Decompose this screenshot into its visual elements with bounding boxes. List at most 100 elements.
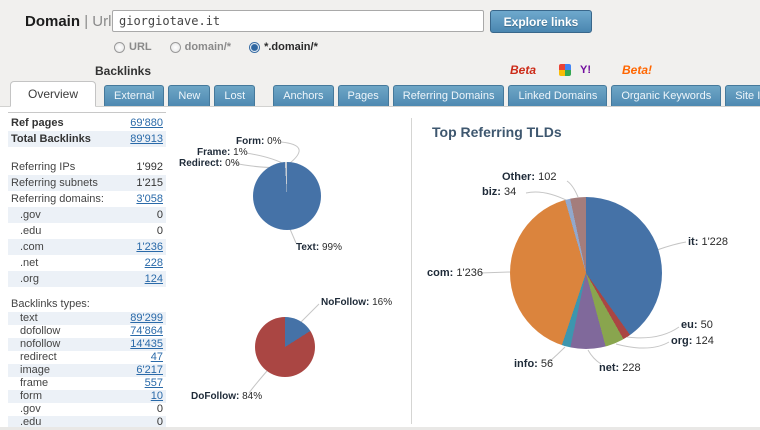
backlinks-section-label: Backlinks	[95, 64, 152, 78]
stat-value-link[interactable]: 89'299	[130, 312, 163, 324]
pie-label-other: Other: 102	[502, 171, 557, 183]
tab-referring-domains[interactable]: Referring Domains	[392, 85, 505, 106]
stat-value-link[interactable]: 557	[144, 377, 163, 389]
radio-domain-label: domain/*	[184, 41, 232, 53]
stat-value-link[interactable]: 74'864	[130, 325, 163, 337]
pie-label-frame: Frame: 1%	[197, 147, 248, 158]
tab-bar: Overview External New Lost Anchors Pages…	[0, 81, 760, 107]
tab-lost[interactable]: Lost	[214, 85, 256, 106]
stat-label: .com	[20, 241, 44, 253]
table-row: dofollow 74'864	[8, 325, 166, 338]
tab-organic-keywords[interactable]: Organic Keywords	[611, 85, 722, 106]
tld-pie[interactable]	[510, 197, 662, 349]
table-row: frame 557	[8, 377, 166, 390]
stat-label: .edu	[20, 416, 42, 428]
stat-label: frame	[20, 377, 49, 389]
table-row: .net 228	[8, 255, 166, 271]
radio-domain-icon[interactable]	[169, 41, 181, 53]
google-icon	[559, 64, 572, 76]
table-row: Referring IPs 1'992	[8, 159, 166, 175]
stat-label: Referring domains:	[11, 193, 104, 205]
stat-label: form	[20, 390, 42, 402]
beta-badge-right: Beta!	[622, 63, 653, 77]
totals-section: Ref pages 69'880 Total Backlinks 89'913	[8, 112, 166, 147]
tab-overview[interactable]: Overview	[10, 81, 97, 107]
referring-section: Referring IPs 1'992 Referring subnets 1'…	[8, 159, 166, 287]
beta-badges: Beta Y! Beta!	[510, 63, 652, 77]
pie-label-com: com: 1'236	[427, 267, 483, 279]
stat-value: 0	[156, 225, 163, 237]
scope-radio-group: URL domain/* *.domain/*	[114, 41, 318, 53]
stat-value-link[interactable]: 3'058	[136, 193, 163, 205]
table-row: .gov 0	[8, 207, 166, 223]
stat-value-link[interactable]: 89'913	[130, 133, 163, 145]
pie-label-nofollow: NoFollow: 16%	[321, 297, 393, 308]
tab-site-issues[interactable]: Site Issues	[725, 85, 760, 106]
radio-url-icon[interactable]	[114, 41, 125, 53]
stat-value-link[interactable]: 124	[144, 273, 163, 285]
stat-value: 0	[156, 403, 163, 415]
table-row: .org 124	[8, 271, 166, 287]
table-row: Ref pages 69'880	[8, 115, 166, 131]
tab-pages[interactable]: Pages	[337, 85, 389, 106]
vertical-divider	[411, 118, 412, 424]
radio-wildcard-domain[interactable]: *.domain/*	[249, 41, 318, 53]
radio-url[interactable]: URL	[114, 41, 152, 53]
stat-label: Referring IPs	[11, 161, 76, 173]
stat-value: 0	[156, 416, 163, 428]
stat-value-link[interactable]: 47	[150, 351, 163, 363]
pie-label-dofollow: DoFollow: 84%	[191, 391, 263, 402]
pie-label-text: Text: 99%	[296, 242, 342, 253]
stat-label: .org	[20, 273, 39, 285]
follow-pie[interactable]	[255, 317, 315, 377]
stat-value: 0	[156, 209, 163, 221]
table-row: Referring subnets 1'215	[8, 175, 166, 191]
pie-label-eu: eu: 50	[681, 319, 713, 331]
domain-url-label: Domain | Url:	[25, 13, 116, 30]
domain-input[interactable]	[112, 10, 484, 32]
stat-label: image	[20, 364, 50, 376]
stat-label: Total Backlinks	[11, 133, 91, 145]
stat-label: nofollow	[20, 338, 61, 350]
backlink-types-pie[interactable]	[253, 162, 321, 230]
stat-value-link[interactable]: 14'435	[130, 338, 163, 350]
stat-label: .edu	[20, 225, 42, 237]
table-row: .com 1'236	[8, 239, 166, 255]
table-row: image 6'217	[8, 364, 166, 377]
url-label: | Url:	[84, 13, 116, 30]
table-row: Referring domains: 3'058	[8, 191, 166, 207]
stat-label: redirect	[20, 351, 57, 363]
table-row: nofollow 14'435	[8, 338, 166, 351]
tab-new[interactable]: New	[168, 85, 211, 106]
radio-wildcard-domain-icon[interactable]	[249, 41, 261, 53]
explore-links-button[interactable]: Explore links	[490, 10, 592, 33]
domain-label: Domain	[25, 13, 81, 30]
stat-label: dofollow	[20, 325, 61, 337]
table-row: Total Backlinks 89'913	[8, 131, 166, 147]
table-row: redirect 47	[8, 351, 166, 364]
radio-url-label: URL	[129, 41, 152, 53]
tab-linked-domains[interactable]: Linked Domains	[508, 85, 608, 106]
stat-value-link[interactable]: 6'217	[136, 364, 163, 376]
tab-external[interactable]: External	[104, 85, 165, 106]
radio-wildcard-domain-label: *.domain/*	[264, 41, 318, 53]
stat-value-link[interactable]: 69'880	[130, 117, 163, 129]
table-row: .edu 0	[8, 223, 166, 239]
stat-label: text	[20, 312, 38, 324]
tab-anchors[interactable]: Anchors	[273, 85, 334, 106]
table-row: text 89'299	[8, 312, 166, 325]
pie-label-org: org: 124	[671, 335, 714, 347]
stat-label: .gov	[20, 209, 41, 221]
backlink-stats-table: Ref pages 69'880 Total Backlinks 89'913 …	[8, 112, 166, 429]
pie-label-it: it: 1'228	[688, 236, 729, 248]
stat-value: 1'215	[136, 177, 163, 189]
table-row: .gov 0	[8, 403, 166, 416]
yahoo-icon: Y!	[580, 64, 592, 76]
stat-label: Ref pages	[11, 117, 64, 129]
radio-domain[interactable]: domain/*	[169, 41, 232, 53]
stat-value: 1'992	[136, 161, 163, 173]
stat-value-link[interactable]: 228	[144, 257, 163, 269]
stat-value-link[interactable]: 10	[150, 390, 163, 402]
stat-value-link[interactable]: 1'236	[136, 241, 163, 253]
